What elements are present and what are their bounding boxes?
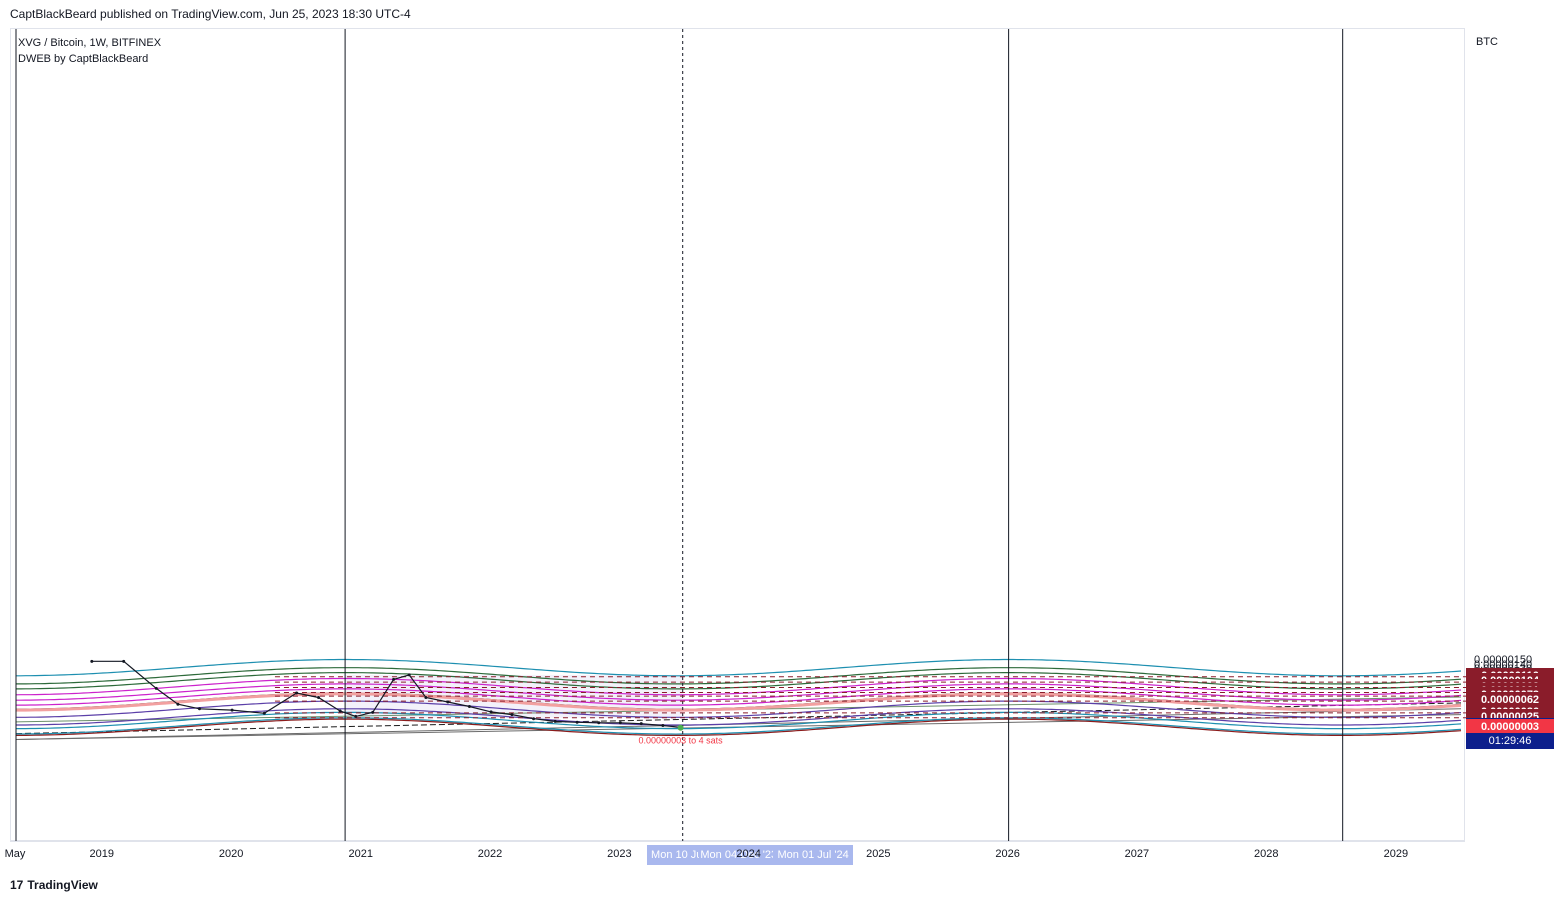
sine-wave[interactable] [16,683,1462,701]
price-point [392,677,396,681]
time-tick-label: 2025 [866,848,891,860]
time-axis[interactable]: Mon 10 Jul '23 Mon 04 Dec '23 Mon 01 Jul '… [5,841,1465,866]
price-point [317,695,321,699]
time-tick-label: 2020 [218,848,244,860]
price-point [122,659,126,663]
price-point [371,710,375,714]
sine-wave[interactable] [16,718,1462,736]
sine-wave[interactable] [16,711,1462,730]
price-point [295,691,299,695]
symbol-label[interactable]: XVG / Bitcoin, 1W, BITFINEX [18,37,162,49]
price-point [661,723,665,727]
price-point [575,720,579,724]
price-point [198,707,202,711]
chart-pane[interactable]: 0.00000003 to 4 sats [10,28,1466,842]
chart-legend: XVG / Bitcoin, 1W, BITFINEX DWEB by Capt… [18,35,161,67]
time-tick-label: 2027 [1124,848,1150,860]
tradingview-logo-icon: 17 [10,878,24,892]
price-tick-label: 0.00000150 [1474,654,1533,667]
time-tick-label: 2021 [348,848,373,860]
price-point [553,719,557,723]
tradingview-footer: 17 TradingView [10,878,98,892]
price-point [424,695,428,699]
time-tick-label: 2022 [477,848,503,860]
price-axis-unit: BTC [1476,36,1498,48]
price-level-tag[interactable]: 0.00000003 [1466,718,1554,735]
time-tick-label: 2029 [1383,848,1409,860]
price-point [597,721,601,725]
brand-label: TradingView [27,878,98,892]
price-point [338,709,342,713]
low-marker [677,724,684,731]
price-axis[interactable]: BTC 0.000001500.000001400.000001300.0000… [1466,28,1561,841]
time-highlight-label: Mon 01 Jul '24 [773,845,854,865]
price-point [510,713,514,717]
time-tick-label: 2028 [1253,848,1279,860]
sine-wave[interactable] [15,677,1462,696]
price-point [446,700,450,704]
bar-countdown: 01:29:46 [1466,732,1554,749]
publish-header: CaptBlackBeard published on TradingView.… [10,7,411,21]
time-highlight-label: Mon 04 Dec '23 [698,845,779,865]
time-tick-label: May [4,848,26,860]
price-point [354,714,358,718]
sine-wave[interactable] [16,688,1462,706]
price-point [639,722,643,726]
indicator-label[interactable]: DWEB by CaptBlackBeard [18,53,149,65]
price-point [154,686,158,690]
low-annotation: 0.00000003 to 4 sats [639,736,724,746]
price-point [407,673,411,677]
sine-wave[interactable] [16,717,1462,735]
time-tick-label: 2023 [607,848,632,860]
price-point [467,705,471,708]
sine-wave[interactable] [16,708,1462,726]
chart-svg[interactable]: 0.00000003 to 4 sats [11,29,1466,842]
sine-wave[interactable] [16,692,1462,712]
time-tick-label: 2024 [736,848,761,860]
time-tick-label: 2019 [89,848,115,860]
price-point [176,702,180,706]
price-point [90,659,94,663]
sine-wave[interactable] [16,667,1462,685]
price-point [532,717,536,721]
sine-wave[interactable] [16,658,1462,677]
price-point [230,708,234,712]
time-tick-label: 2026 [995,848,1020,860]
price-point [618,721,622,725]
price-point [262,711,266,715]
price-point [489,710,493,714]
